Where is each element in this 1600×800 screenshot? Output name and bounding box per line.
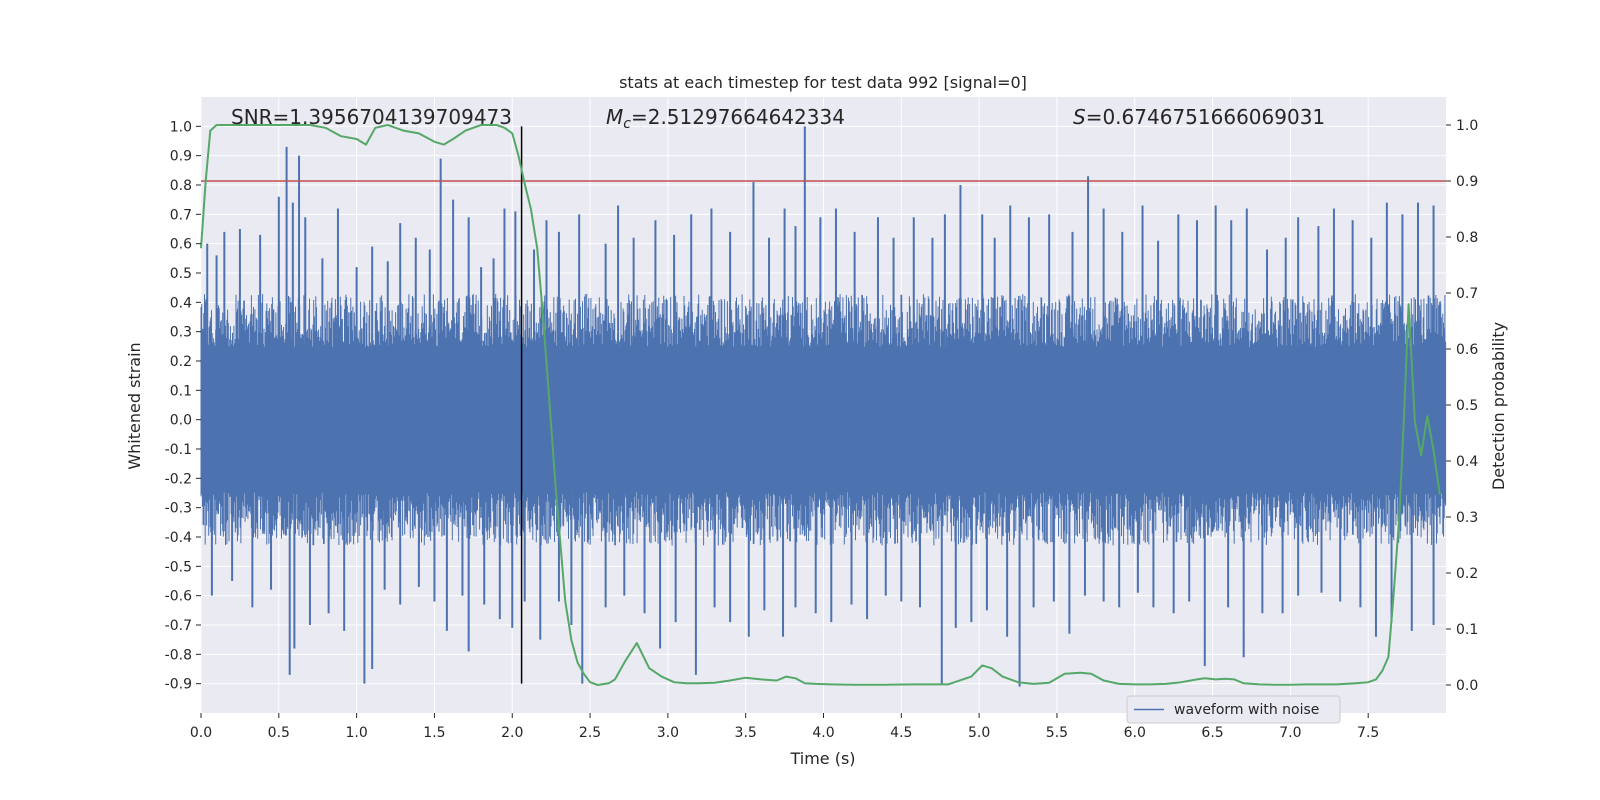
left-tick-label: 0.0: [170, 413, 192, 429]
s-value: =0.6746751666069031: [1086, 105, 1325, 129]
right-tick-label: 0.4: [1456, 454, 1478, 470]
detection-probability-series: [200, 124, 1441, 686]
waveform-series: [200, 126, 1447, 687]
s-symbol: S: [1073, 105, 1086, 129]
left-tick-label: -0.4: [165, 530, 192, 546]
left-tick-label: 0.1: [170, 383, 192, 399]
left-tick-label: -0.8: [165, 647, 192, 663]
detection-probability-line: [200, 124, 1441, 686]
x-tick-label: 4.0: [812, 725, 834, 741]
left-tick-label: 0.2: [170, 354, 192, 370]
x-tick-label: 5.5: [1046, 725, 1068, 741]
x-tick-label: 2.5: [579, 725, 601, 741]
x-tick-label: 7.0: [1279, 725, 1301, 741]
left-tick-label: -0.2: [165, 471, 192, 487]
x-tick-label: 7.5: [1357, 725, 1379, 741]
left-tick-label: 0.5: [170, 266, 192, 282]
left-tick-label: 0.4: [170, 295, 192, 311]
legend-label-waveform: waveform with noise: [1174, 702, 1319, 718]
left-tick-label: 0.7: [170, 207, 192, 223]
x-tick-label: 3.0: [657, 725, 679, 741]
right-tick-label: 0.8: [1456, 230, 1478, 246]
chirp-mass-annotation: Mc=2.51297664642334: [606, 105, 845, 132]
right-tick-label: 0.7: [1456, 286, 1478, 302]
y-axis-label-left: Whitened strain: [125, 342, 144, 469]
right-tick-label: 0.3: [1456, 510, 1478, 526]
left-tick-label: 0.9: [170, 149, 192, 165]
x-tick-label: 3.5: [735, 725, 757, 741]
chirp-mass-value: =2.51297664642334: [631, 105, 845, 129]
left-tick-label: 1.0: [170, 119, 192, 135]
right-tick-label: 0.1: [1456, 622, 1478, 638]
x-axis-ticks: 0.0 0.5 1.0 1.5 2.0 2.5 3.0 3.5 4.0 4.5 5.0 5.5 6.0 6…: [190, 713, 1379, 741]
right-tick-label: 1.0: [1456, 118, 1478, 134]
x-tick-label: 1.0: [345, 725, 367, 741]
left-axis-ticks: 1.0 0.9 0.8 0.7 0.6 0.5 0.4 0.3 0.2 0.1 0.0 -0.1 -0.…: [165, 119, 201, 693]
left-tick-label: -0.9: [165, 677, 192, 693]
chirp-mass-symbol: M: [606, 105, 623, 129]
right-tick-label: 0.2: [1456, 566, 1478, 582]
right-axis-ticks: 1.0 0.9 0.8 0.7 0.6 0.5 0.4 0.3 0.2 0.1 0.0: [1446, 118, 1478, 694]
right-tick-label: 0.6: [1456, 342, 1478, 358]
x-tick-label: 6.5: [1201, 725, 1223, 741]
x-tick-label: 0.0: [190, 725, 212, 741]
left-tick-label: 0.8: [170, 178, 192, 194]
waveform-noise-band: [200, 293, 1447, 546]
left-tick-label: -0.1: [165, 442, 192, 458]
snr-annotation: SNR=1.3956704139709473: [231, 105, 512, 129]
x-tick-label: 2.0: [501, 725, 523, 741]
y-axis-label-right: Detection probability: [1489, 322, 1508, 490]
left-tick-label: -0.3: [165, 501, 192, 517]
left-tick-label: -0.6: [165, 589, 192, 605]
x-tick-label: 1.5: [423, 725, 445, 741]
legend-box: [1126, 695, 1341, 724]
x-tick-label: 0.5: [268, 725, 290, 741]
left-tick-label: -0.5: [165, 559, 192, 575]
right-tick-label: 0.9: [1456, 174, 1478, 190]
s-annotation: S=0.6746751666069031: [1073, 105, 1325, 129]
x-axis-label: Time (s): [789, 749, 855, 768]
left-tick-label: -0.7: [165, 618, 192, 634]
left-tick-label: 0.3: [170, 325, 192, 341]
chart-title: stats at each timestep for test data 992…: [619, 73, 1027, 92]
x-tick-label: 5.0: [968, 725, 990, 741]
right-tick-label: 0.5: [1456, 398, 1478, 414]
chirp-mass-subscript: c: [623, 116, 631, 132]
x-tick-label: 6.0: [1124, 725, 1146, 741]
left-tick-label: 0.6: [170, 237, 192, 253]
legend: waveform with noise: [1126, 695, 1341, 724]
x-tick-label: 4.5: [890, 725, 912, 741]
right-tick-label: 0.0: [1456, 678, 1478, 694]
